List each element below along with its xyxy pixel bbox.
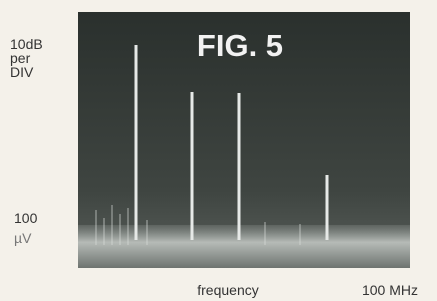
x-max-label: 100 MHz: [362, 282, 418, 298]
reference-label: µV: [14, 230, 32, 246]
x-axis-label: frequency: [197, 282, 258, 298]
reference-label: 100: [14, 210, 38, 226]
figure: FIG. 5 10dB per DIV 100 µV frequency 100…: [0, 0, 437, 301]
scale-label: DIV: [10, 64, 34, 80]
figure-title: FIG. 5: [197, 28, 283, 63]
